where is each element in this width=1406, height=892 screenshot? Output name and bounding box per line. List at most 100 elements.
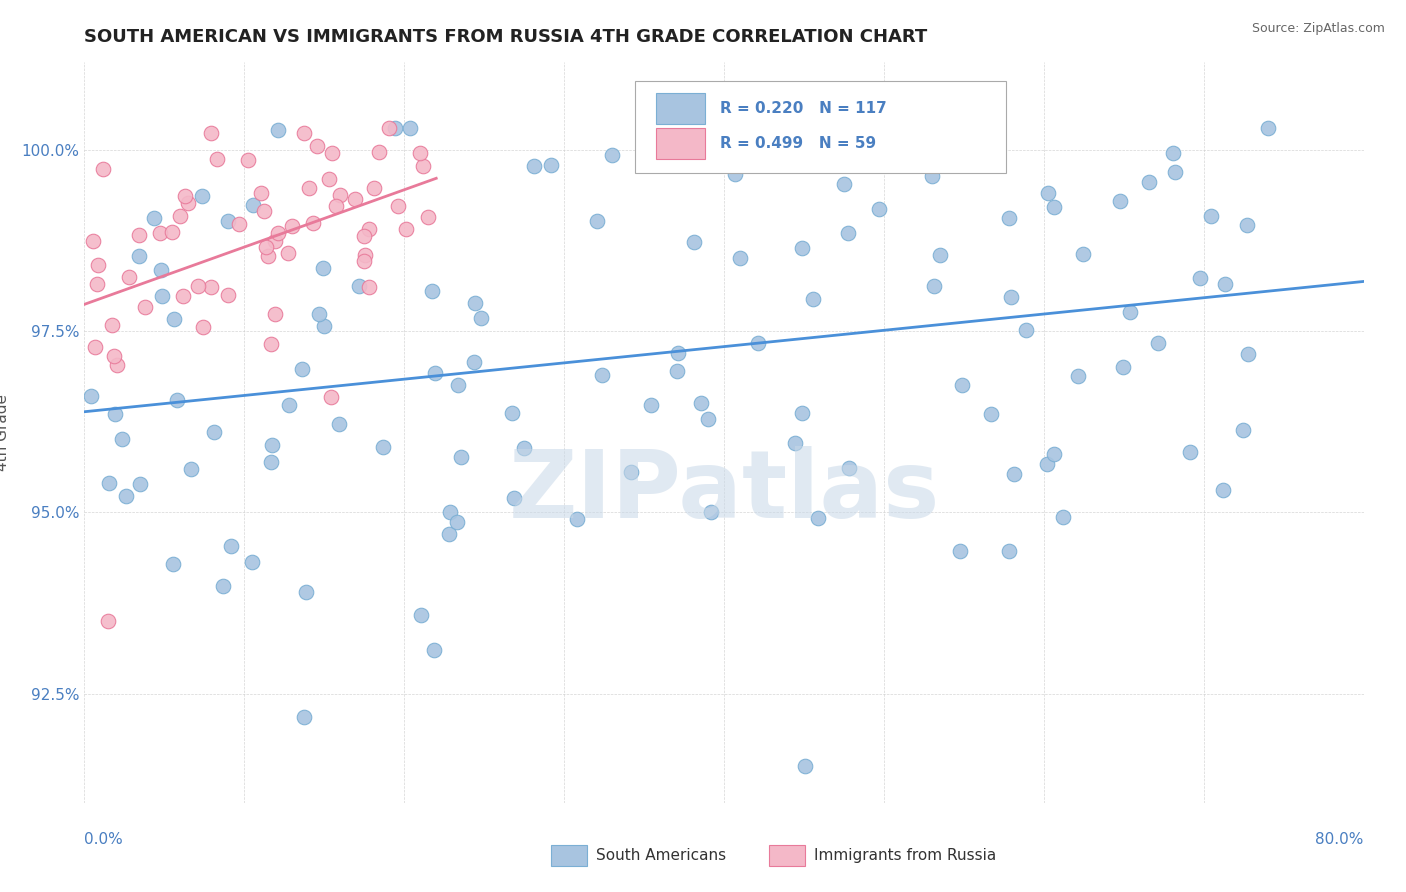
- Point: [513, 441, 536, 455]
- Point: [783, 436, 806, 450]
- Point: [305, 139, 328, 153]
- Point: [295, 585, 318, 599]
- Point: [91, 161, 114, 176]
- Point: [101, 318, 124, 333]
- Point: [683, 235, 706, 250]
- Point: [193, 319, 215, 334]
- Point: [312, 318, 335, 333]
- Point: [1213, 277, 1236, 291]
- Point: [565, 512, 588, 526]
- FancyBboxPatch shape: [634, 81, 1005, 173]
- Point: [1236, 347, 1258, 361]
- Point: [470, 311, 492, 326]
- Point: [84, 340, 107, 354]
- Point: [86, 258, 108, 272]
- Point: [260, 438, 283, 452]
- Point: [1137, 175, 1160, 189]
- Point: [439, 527, 461, 541]
- Point: [378, 120, 401, 135]
- Point: [205, 153, 228, 167]
- Point: [86, 277, 108, 291]
- Point: [794, 759, 817, 773]
- Point: [292, 710, 315, 724]
- Point: [257, 250, 280, 264]
- Point: [172, 289, 194, 303]
- Point: [321, 146, 343, 161]
- Point: [318, 171, 340, 186]
- Point: [602, 147, 624, 161]
- Point: [700, 505, 723, 519]
- Point: [328, 417, 350, 432]
- Point: [163, 311, 186, 326]
- FancyBboxPatch shape: [657, 93, 704, 124]
- Point: [98, 475, 121, 490]
- Point: [620, 465, 643, 479]
- Point: [253, 203, 276, 218]
- Point: [242, 197, 264, 211]
- Point: [219, 539, 242, 553]
- Point: [1257, 120, 1279, 135]
- Point: [523, 159, 546, 173]
- Point: [1038, 186, 1060, 200]
- Point: [948, 543, 970, 558]
- Point: [439, 505, 461, 519]
- Point: [347, 279, 370, 293]
- Text: SOUTH AMERICAN VS IMMIGRANTS FROM RUSSIA 4TH GRADE CORRELATION CHART: SOUTH AMERICAN VS IMMIGRANTS FROM RUSSIA…: [84, 28, 928, 45]
- Point: [118, 269, 141, 284]
- Point: [411, 607, 433, 622]
- Point: [128, 249, 150, 263]
- Point: [202, 425, 225, 440]
- Point: [291, 361, 314, 376]
- Point: [464, 296, 486, 310]
- Point: [586, 213, 609, 227]
- Point: [838, 461, 860, 475]
- Point: [395, 222, 418, 236]
- Text: Immigrants from Russia: Immigrants from Russia: [814, 848, 995, 863]
- Point: [263, 234, 285, 248]
- Point: [807, 511, 830, 525]
- Point: [169, 209, 191, 223]
- Point: [422, 642, 444, 657]
- Point: [104, 407, 127, 421]
- Point: [150, 289, 173, 303]
- Point: [387, 199, 409, 213]
- Point: [298, 181, 321, 195]
- Point: [792, 241, 814, 255]
- Point: [240, 555, 263, 569]
- Point: [922, 279, 945, 293]
- Point: [1212, 483, 1234, 498]
- Point: [143, 211, 166, 226]
- Point: [998, 211, 1021, 225]
- Point: [228, 217, 250, 231]
- Point: [1164, 165, 1187, 179]
- Point: [728, 251, 751, 265]
- Point: [420, 284, 443, 298]
- Point: [463, 355, 485, 369]
- Point: [174, 189, 197, 203]
- Point: [260, 455, 283, 469]
- Point: [690, 396, 713, 410]
- Point: [353, 253, 375, 268]
- Point: [353, 229, 375, 244]
- Point: [281, 219, 304, 233]
- FancyBboxPatch shape: [551, 845, 588, 866]
- Point: [1146, 335, 1168, 350]
- Point: [540, 158, 562, 172]
- Point: [1232, 423, 1254, 437]
- Point: [384, 120, 406, 135]
- Point: [80, 389, 103, 403]
- Point: [162, 225, 184, 239]
- Point: [790, 406, 813, 420]
- Point: [187, 278, 209, 293]
- Point: [416, 210, 439, 224]
- Text: R = 0.220   N = 117: R = 0.220 N = 117: [720, 101, 887, 116]
- Point: [367, 145, 389, 160]
- Point: [724, 167, 747, 181]
- Point: [250, 186, 273, 201]
- Point: [1042, 447, 1064, 461]
- Point: [128, 227, 150, 242]
- Point: [354, 248, 377, 262]
- Point: [501, 406, 523, 420]
- Point: [329, 188, 352, 202]
- Point: [103, 349, 125, 363]
